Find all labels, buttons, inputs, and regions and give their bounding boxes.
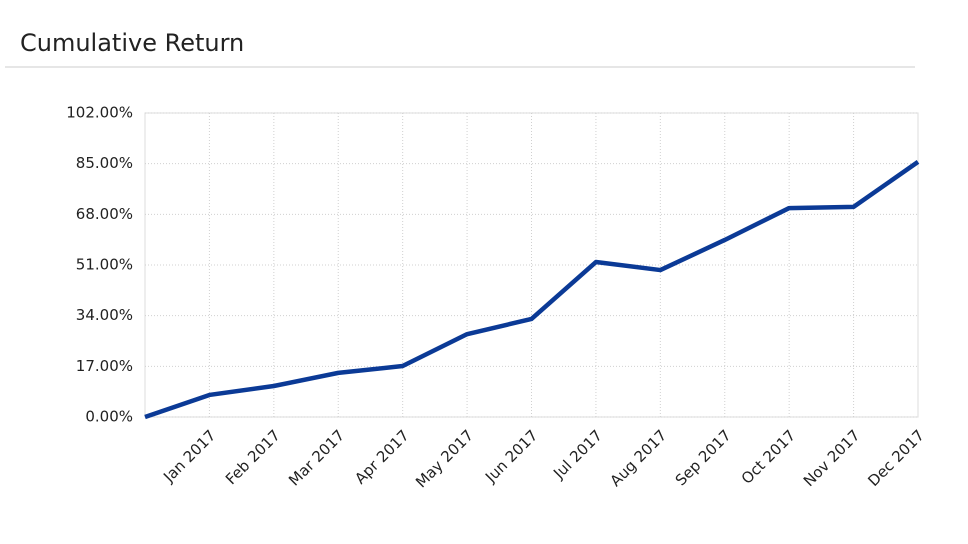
y-tick-label: 68.00% bbox=[76, 205, 133, 223]
x-tick-label: Feb 2017 bbox=[222, 426, 284, 488]
y-tick-label: 17.00% bbox=[76, 357, 133, 375]
y-tick-label: 0.00% bbox=[85, 408, 133, 426]
x-tick-label: Aug 2017 bbox=[607, 426, 671, 490]
chart-title: Cumulative Return bbox=[20, 29, 244, 57]
y-tick-label: 51.00% bbox=[76, 256, 133, 274]
x-tick-label: Mar 2017 bbox=[285, 426, 348, 489]
y-tick-label: 102.00% bbox=[66, 104, 133, 122]
x-tick-label: Apr 2017 bbox=[351, 426, 412, 487]
y-tick-label: 34.00% bbox=[76, 306, 133, 324]
line-series bbox=[144, 160, 920, 420]
x-tick-label: Dec 2017 bbox=[864, 426, 928, 490]
y-tick-label: 85.00% bbox=[76, 154, 133, 172]
x-tick-label: Jun 2017 bbox=[481, 426, 541, 486]
x-tick-label: Jan 2017 bbox=[159, 426, 219, 486]
x-tick-label: Oct 2017 bbox=[738, 426, 799, 487]
x-tick-label: Jul 2017 bbox=[549, 426, 606, 483]
x-tick-label: Sep 2017 bbox=[672, 426, 735, 489]
x-tick-label: May 2017 bbox=[412, 426, 477, 491]
x-tick-label: Nov 2017 bbox=[800, 426, 864, 490]
